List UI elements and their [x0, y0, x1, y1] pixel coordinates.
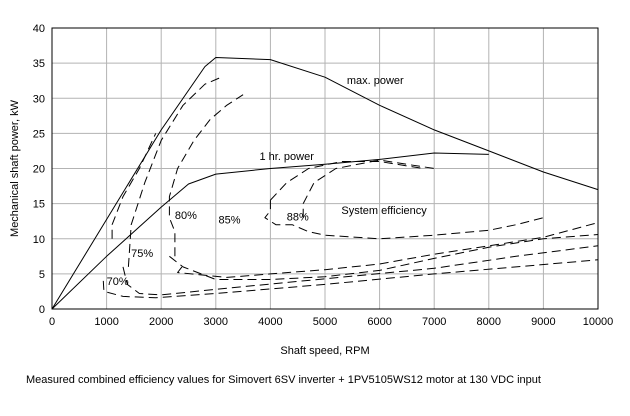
series-75-lower: [122, 245, 599, 296]
series-85: [168, 94, 244, 257]
y-tick-label-8: 40: [33, 23, 45, 35]
series-85-lower: [177, 222, 599, 278]
x-tick-label-4: 4000: [258, 316, 282, 328]
x-tick-label-5: 5000: [313, 316, 337, 328]
y-tick-label-3: 15: [33, 199, 45, 211]
annotation-85: 85%: [219, 214, 241, 226]
x-tick-label-3: 3000: [204, 316, 228, 328]
x-axis-label: Shaft speed, RPM: [280, 345, 369, 357]
figure-caption: Measured combined efficiency values for …: [26, 374, 541, 386]
x-tick-label-1: 1000: [94, 316, 118, 328]
x-tick-label-10: 10000: [583, 316, 614, 328]
series-group: [51, 57, 599, 310]
grid: [51, 27, 599, 310]
series-max-power: [51, 57, 599, 310]
series-88-upper: [270, 161, 424, 201]
x-tick-label-8: 8000: [477, 316, 501, 328]
annotation-1-hr-power: 1 hr. power: [259, 151, 314, 163]
series-88: [264, 200, 544, 240]
series-75: [111, 133, 157, 239]
annotation-80: 80%: [175, 210, 197, 222]
annotation-70: 70%: [107, 276, 129, 288]
annotation-75: 75%: [131, 248, 153, 260]
series-70: [102, 259, 599, 299]
plot-frame: [51, 27, 599, 310]
y-tick-label-7: 35: [33, 58, 45, 70]
x-tick-label-6: 6000: [367, 316, 391, 328]
annotations: max. power 1 hr. power System efficiency 88…: [107, 75, 428, 288]
y-tick-label-1: 5: [39, 269, 45, 281]
x-tick-labels: 0 1000 2000 3000 4000 5000 6000 7000 8000 9000 100…: [49, 316, 613, 328]
series-1-hr-power: [51, 152, 489, 310]
y-tick-label-5: 25: [33, 128, 45, 140]
annotation-max-power: max. power: [347, 75, 404, 87]
series-80-lower: [169, 234, 599, 280]
y-tick-label-0: 0: [39, 304, 45, 316]
y-tick-label-2: 10: [33, 234, 45, 246]
y-tick-label-4: 20: [33, 164, 45, 176]
annotation-system-efficiency: System efficiency: [341, 205, 427, 217]
y-axis-label: Mechanical shaft power, kW: [9, 99, 21, 237]
x-tick-label-0: 0: [49, 316, 55, 328]
x-tick-label-9: 9000: [531, 316, 555, 328]
series-80: [127, 76, 222, 267]
series-system-efficiency: [302, 159, 435, 218]
y-tick-labels: 0 5 10 15 20 25 30 35 40: [33, 23, 45, 316]
annotation-88: 88%: [287, 211, 309, 223]
y-tick-label-6: 30: [33, 93, 45, 105]
x-tick-label-2: 2000: [149, 316, 173, 328]
x-tick-label-7: 7000: [422, 316, 446, 328]
